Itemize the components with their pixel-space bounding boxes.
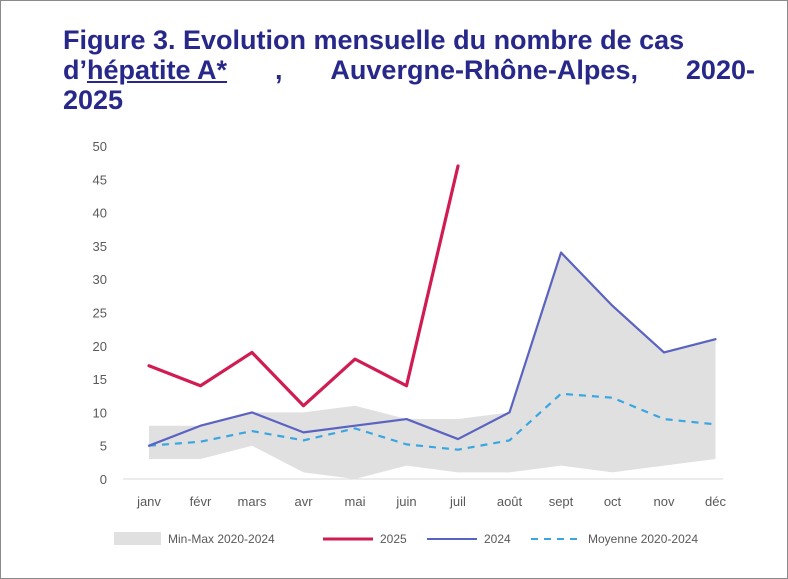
y-tick-label: 45 <box>93 172 107 187</box>
chart-title: Figure 3. Evolution mensuelle du nombre … <box>63 25 755 115</box>
title-line-2: d’hépatite A* , Auvergne-Rhône-Alpes, 20… <box>63 55 755 85</box>
x-tick-label: juil <box>449 494 466 509</box>
title-region: Auvergne-Rhône-Alpes, <box>330 55 638 85</box>
x-tick-label: oct <box>604 494 622 509</box>
y-tick-label: 15 <box>93 372 107 387</box>
series-line-1 <box>147 251 717 447</box>
x-tick-label: janv <box>136 494 161 509</box>
title-years: 2020- <box>685 55 755 85</box>
x-tick-label: mai <box>345 494 366 509</box>
legend-label: Moyenne 2020-2024 <box>588 532 698 546</box>
y-tick-label: 50 <box>93 139 107 154</box>
legend-item: Moyenne 2020-2024 <box>531 532 698 546</box>
y-tick-label: 25 <box>93 306 107 321</box>
legend-label: 2024 <box>484 532 511 546</box>
legend-label: Min-Max 2020-2024 <box>168 532 275 546</box>
legend-item: Min-Max 2020-2024 <box>114 532 275 546</box>
y-tick-label: 0 <box>100 472 107 487</box>
x-tick-label: nov <box>654 494 675 509</box>
legend-label: 2025 <box>380 532 407 546</box>
legend-item: 2025 <box>323 532 407 546</box>
y-tick-label: 20 <box>93 339 107 354</box>
x-tick-label: août <box>497 494 523 509</box>
x-tick-label: juin <box>395 494 416 509</box>
axis-layer: 0 5 10 15 20 25 30 35 40 45 50 janv févr mars avr mai ju… <box>93 139 727 509</box>
x-tick-label: mars <box>238 494 267 509</box>
title-link-hepatite[interactable]: hépatite A* <box>87 55 228 85</box>
band-layer <box>149 252 716 479</box>
title-line-3: 2025 <box>63 85 124 115</box>
x-tick-label: sept <box>549 494 574 509</box>
y-tick-label: 40 <box>93 206 107 221</box>
series-layer <box>147 164 717 451</box>
y-tick-label: 30 <box>93 272 107 287</box>
title-line-1: Figure 3. Evolution mensuelle du nombre … <box>63 25 685 55</box>
legend-item: 2024 <box>427 532 511 546</box>
x-tick-label: avr <box>294 494 313 509</box>
series-line-0 <box>147 164 460 408</box>
band-min-max <box>149 252 716 479</box>
legend-layer: Min-Max 2020-2024 2025 2024 Moyenne 2020-20… <box>114 532 698 546</box>
y-tick-label: 10 <box>93 405 107 420</box>
x-tick-label: déc <box>705 494 726 509</box>
y-tick-label: 35 <box>93 239 107 254</box>
series-line-2 <box>148 392 716 451</box>
x-tick-label: févr <box>190 494 212 509</box>
legend-swatch-band <box>114 532 161 545</box>
title-line-2-left: d’hépatite A* <box>63 55 227 85</box>
y-tick-label: 5 <box>100 439 107 454</box>
title-prefix: d’ <box>63 55 87 85</box>
title-comma: , <box>274 55 283 85</box>
